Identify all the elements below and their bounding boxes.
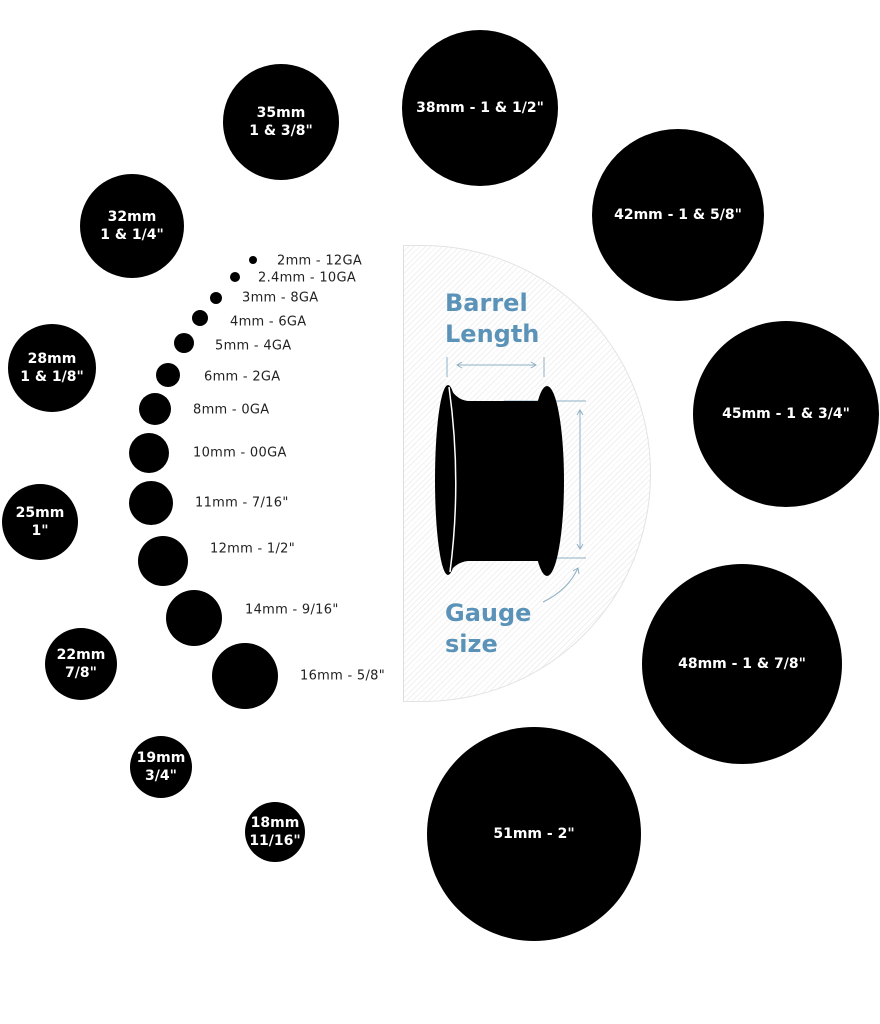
gauge-label: 4mm - 6GA <box>230 314 307 330</box>
gauge-circle: 35mm 1 & 3/8" <box>223 64 339 180</box>
gauge-dot <box>249 256 257 264</box>
barrel-label-line1: Barrel <box>445 289 528 317</box>
gauge-circle: 45mm - 1 & 3/4" <box>693 321 879 507</box>
gauge-dot <box>174 333 194 353</box>
gauge-label: 3mm - 8GA <box>242 290 319 306</box>
gauge-circle-label: 48mm - 1 & 7/8" <box>678 656 806 672</box>
gauge-dot <box>129 433 169 473</box>
gauge-label: 5mm - 4GA <box>215 338 292 354</box>
gauge-circle-label: 38mm - 1 & 1/2" <box>416 100 544 116</box>
gauge-circle: 18mm 11/16" <box>245 802 305 862</box>
gauge-size-arrow <box>504 400 586 603</box>
gauge-circle-label: 28mm <box>27 351 77 367</box>
gauge-circle: 22mm 7/8" <box>45 628 117 700</box>
gauge-circle-label: 7/8" <box>65 665 97 681</box>
gauge-circle-label: 35mm <box>256 105 306 121</box>
gauge-circle-label: 19mm <box>136 750 186 766</box>
gauge-dot <box>192 310 208 326</box>
gauge-dot <box>156 363 180 387</box>
gauge-label: 6mm - 2GA <box>204 369 281 385</box>
plug-shape <box>435 385 564 576</box>
gauge-dot <box>210 292 222 304</box>
barrel-length-arrow <box>446 357 545 377</box>
gauge-label: 2mm - 12GA <box>277 253 363 269</box>
gauge-circle-label: 1 & 3/8" <box>249 123 313 139</box>
gauge-dot <box>212 643 278 709</box>
barrel-label-line2: Length <box>445 320 540 348</box>
gauge-circle: 48mm - 1 & 7/8" <box>642 564 842 764</box>
gauge-dot <box>129 481 173 525</box>
gauge-label: 8mm - 0GA <box>193 402 270 418</box>
gauge-label: 11mm - 7/16" <box>195 495 289 511</box>
gauge-dot <box>166 590 222 646</box>
gauge-label-line1: Gauge <box>445 599 532 627</box>
gauge-dot <box>138 536 188 586</box>
gauge-circle-label: 32mm <box>107 209 157 225</box>
gauge-label: 10mm - 00GA <box>193 445 287 461</box>
gauge-label: 2.4mm - 10GA <box>258 270 357 286</box>
gauge-circle-label: 42mm - 1 & 5/8" <box>614 207 742 223</box>
gauge-label-line2: size <box>445 630 498 658</box>
gauge-label: 16mm - 5/8" <box>300 668 386 684</box>
gauge-circle-label: 3/4" <box>145 768 177 784</box>
gauge-circle-label: 22mm <box>56 647 106 663</box>
gauge-circle-label: 1 & 1/4" <box>100 227 164 243</box>
gauge-circle: 51mm - 2" <box>427 727 641 941</box>
gauge-circle: 32mm 1 & 1/4" <box>80 174 184 278</box>
gauge-circle: 42mm - 1 & 5/8" <box>592 129 764 301</box>
gauge-circle: 19mm 3/4" <box>130 736 192 798</box>
gauge-circle-label: 18mm <box>250 815 300 831</box>
gauge-circle-label: 1" <box>31 523 49 539</box>
gauge-circle-label: 45mm - 1 & 3/4" <box>722 406 850 422</box>
plug-illustration <box>435 357 586 603</box>
gauge-size-label: Gauge size <box>445 598 531 660</box>
gauge-dot <box>139 393 171 425</box>
gauge-label: 12mm - 1/2" <box>210 541 296 557</box>
gauge-circle: 38mm - 1 & 1/2" <box>402 30 558 186</box>
gauge-circle-label: 1 & 1/8" <box>20 369 84 385</box>
gauge-dot <box>230 272 240 282</box>
gauge-circle-label: 51mm - 2" <box>493 826 575 842</box>
gauge-circle: 28mm 1 & 1/8" <box>8 324 96 412</box>
gauge-circle-label: 25mm <box>15 505 65 521</box>
barrel-length-label: Barrel Length <box>445 288 539 350</box>
gauge-circle: 25mm 1" <box>2 484 78 560</box>
gauge-circle-label: 11/16" <box>249 833 301 849</box>
gauge-label: 14mm - 9/16" <box>245 602 339 618</box>
